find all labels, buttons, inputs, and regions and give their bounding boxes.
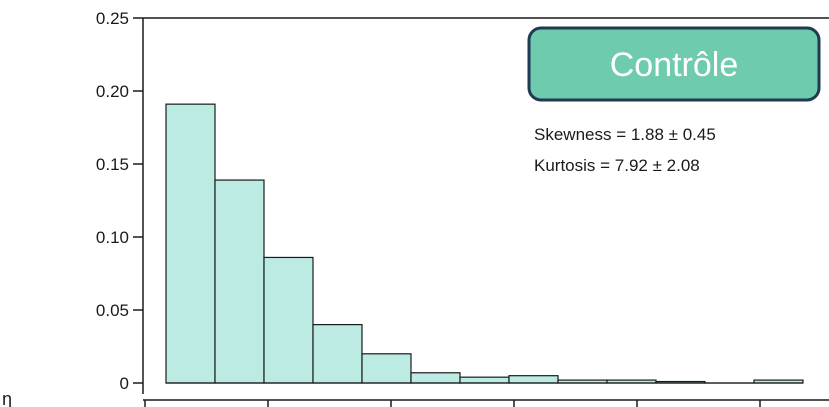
kurtosis-annotation: Kurtosis = 7.92 ± 2.08 (534, 156, 700, 175)
histogram-bar (459, 376, 510, 384)
y-tick-label: 0.20 (96, 82, 129, 101)
histogram-bar (312, 324, 363, 384)
skewness-annotation: Skewness = 1.88 ± 0.45 (534, 125, 716, 144)
x-axis (143, 399, 829, 407)
badge-box (527, 26, 821, 102)
y-tick-label: 0.05 (96, 301, 129, 320)
badge-label: Contrôle (610, 46, 739, 84)
histogram-bar (508, 375, 559, 384)
histogram-bar (214, 179, 265, 384)
plot-area (142, 17, 829, 394)
bars-group (165, 103, 804, 384)
y-axis: 0 0.05 0.10 0.15 0.20 0.25 (96, 9, 143, 393)
edge-glyph: ŋ (2, 389, 12, 407)
histogram-bar (361, 353, 412, 384)
histogram-bar (263, 256, 314, 384)
y-tick-label: 0.25 (96, 9, 129, 28)
y-tick-label: 0.15 (96, 155, 129, 174)
histogram-bar (410, 372, 461, 384)
y-tick-label: 0 (120, 374, 129, 393)
y-tick-label: 0.10 (96, 228, 129, 247)
histogram-bar (165, 103, 216, 384)
